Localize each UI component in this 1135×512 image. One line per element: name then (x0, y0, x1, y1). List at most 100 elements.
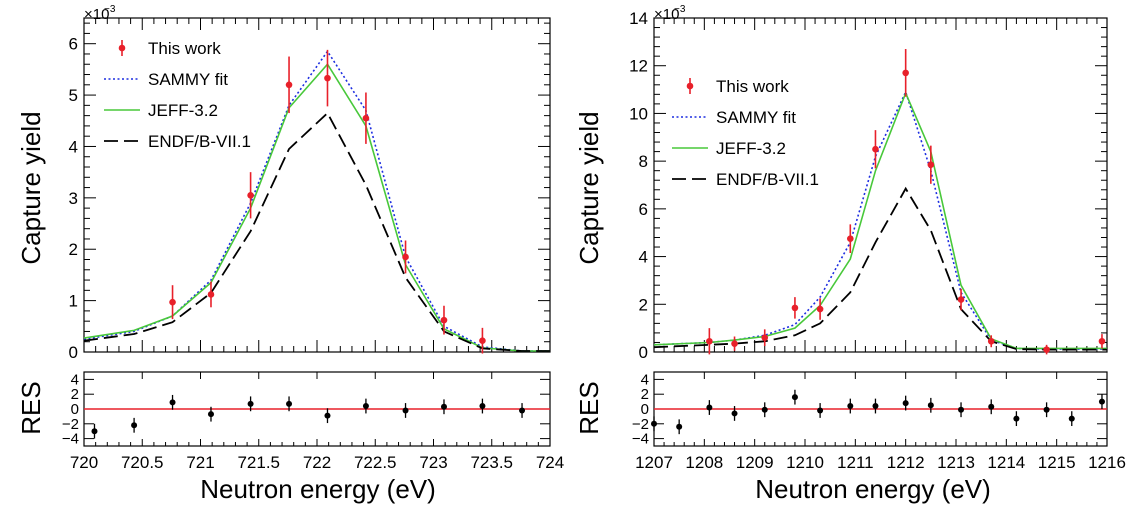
left-y-tick-label: 3 (69, 189, 78, 208)
right-residual-point (927, 402, 934, 409)
right-residual-point (761, 406, 768, 413)
left-x-tick-label: 724 (536, 453, 564, 472)
right-res-y-tick-label: 4 (641, 371, 649, 388)
left-residual-point (519, 407, 526, 414)
right-x-tick-label: 1210 (786, 453, 824, 472)
left-y-tick-label: 0 (69, 343, 78, 362)
left-series-sammy-fit-line (83, 49, 550, 352)
right-this-work-point (791, 304, 799, 312)
right-x-tick-label: 1215 (1038, 453, 1076, 472)
left-this-work-point (362, 114, 370, 122)
left-x-tick-label: 720 (70, 453, 98, 472)
right-this-work-point (761, 334, 769, 341)
left-residual-point (479, 403, 486, 410)
left-residual-point (131, 422, 138, 429)
right-this-work-point (902, 69, 909, 77)
left-chart-panel: ×10 −3 Capture yield RES Neutron energy … (16, 4, 564, 504)
right-residual-point (1098, 398, 1105, 405)
left-legend-jeff-3-2-label: JEFF-3.2 (148, 101, 218, 120)
right-this-work-point (987, 337, 995, 345)
right-this-work-point (731, 340, 738, 347)
right-residual-point (988, 403, 995, 410)
right-this-work-point (847, 235, 854, 242)
right-x-tick-label: 1208 (685, 453, 723, 472)
left-x-axis-label: Neutron energy (eV) (200, 474, 436, 504)
left-residual-point (207, 411, 214, 418)
right-residual-axis-label: RES (574, 381, 604, 434)
left-res-y-tick-label: 2 (71, 386, 79, 403)
left-legend-sammy-fit-label: SAMMY fit (148, 70, 228, 89)
right-residual-point (847, 403, 854, 410)
right-x-tick-label: 1213 (937, 453, 975, 472)
right-series-endf-b-vii-1-line (653, 186, 1107, 351)
left-x-tick-label: 721.5 (237, 453, 280, 472)
right-residual-point (817, 407, 824, 414)
left-x-tick-label: 722 (303, 453, 331, 472)
right-plot-frame (653, 17, 1108, 353)
right-series-jeff-3-2-line (653, 90, 1107, 350)
left-this-work-point (207, 291, 215, 298)
right-x-tick-label: 1209 (736, 453, 774, 472)
left-this-work-point (169, 298, 176, 306)
left-x-tick-label: 721 (186, 453, 214, 472)
left-legend-this-work-marker (118, 44, 126, 52)
right-series-sammy-fit-line (653, 89, 1107, 350)
right-residual-point (791, 394, 798, 401)
right-this-work-point (816, 305, 824, 313)
right-legend-sammy-fit-label: SAMMY fit (716, 108, 796, 127)
right-residual-point (958, 406, 965, 413)
right-y-scale-base: ×10 (654, 6, 679, 23)
right-this-work-point (957, 296, 965, 303)
right-y-tick-label: 12 (629, 57, 648, 76)
right-x-tick-label: 1211 (837, 453, 874, 472)
right-residual-point (676, 423, 683, 430)
left-x-tick-label: 722.5 (354, 453, 397, 472)
right-res-y-tick-label: 2 (641, 386, 649, 403)
right-residual-point (651, 420, 657, 427)
right-legend-jeff-3-2-label: JEFF-3.2 (716, 139, 786, 158)
right-x-tick-label: 1214 (987, 453, 1025, 472)
left-res-y-tick-label: 4 (71, 371, 79, 388)
right-residual-point (872, 403, 879, 410)
left-res-y-tick-label: −2 (62, 416, 79, 433)
left-residual-axis-label: RES (16, 381, 46, 434)
left-y-tick-label: 4 (69, 137, 78, 156)
right-residual-point (902, 400, 909, 407)
right-legend-endf-b-vii-1-label: ENDF/B-VII.1 (716, 170, 819, 189)
right-residual-point (1043, 406, 1050, 413)
right-x-axis-label: Neutron energy (eV) (755, 474, 991, 504)
left-res-y-tick-label: 0 (71, 401, 79, 418)
left-y-scale-base: ×10 (84, 6, 109, 23)
left-x-tick-label: 723.5 (470, 453, 513, 472)
right-legend-this-work-label: This work (716, 77, 789, 96)
left-residual-point (362, 403, 369, 410)
left-residual-point (169, 399, 176, 406)
right-legend: This work SAMMY fit JEFF-3.2 ENDF/B-VII.1 (672, 77, 819, 189)
left-y-tick-label: 5 (69, 86, 78, 105)
right-this-work-point (706, 337, 713, 345)
left-x-tick-label: 720.5 (121, 453, 164, 472)
left-residual-point (247, 400, 254, 407)
left-this-work-point (285, 81, 293, 89)
left-this-work-point (402, 253, 409, 261)
right-this-work-point (872, 145, 879, 153)
right-x-tick-label: 1212 (887, 453, 925, 472)
right-legend-this-work-marker (686, 82, 694, 90)
left-residual-point (324, 412, 331, 419)
right-y-tick-label: 4 (639, 248, 648, 267)
right-y-tick-label: 14 (629, 9, 648, 28)
left-y-tick-label: 2 (69, 240, 78, 259)
right-this-work-point (927, 161, 935, 169)
right-this-work-point (1043, 346, 1050, 353)
right-x-tick-label: 1216 (1088, 453, 1126, 472)
right-x-tick-label: 1207 (635, 453, 673, 472)
right-y-tick-label: 6 (639, 200, 648, 219)
right-res-y-tick-label: −4 (632, 431, 649, 448)
right-y-tick-label: 0 (639, 343, 648, 362)
left-residual-point (91, 428, 98, 435)
right-res-y-tick-label: 0 (641, 401, 649, 418)
left-res-y-tick-label: −4 (62, 431, 79, 448)
right-y-scale-exponent: −3 (674, 4, 686, 15)
right-y-tick-label: 10 (629, 104, 648, 123)
